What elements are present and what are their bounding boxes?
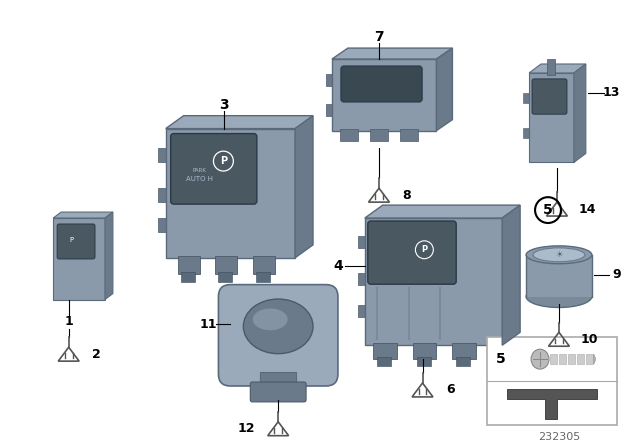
Text: 232305: 232305 xyxy=(538,432,580,442)
Bar xyxy=(377,357,390,366)
Bar xyxy=(523,93,530,103)
Polygon shape xyxy=(529,64,586,73)
FancyBboxPatch shape xyxy=(218,284,338,386)
Bar xyxy=(157,148,168,162)
FancyBboxPatch shape xyxy=(171,134,257,204)
Polygon shape xyxy=(594,354,596,364)
Text: 12: 12 xyxy=(237,422,255,435)
FancyBboxPatch shape xyxy=(250,382,306,402)
Text: P: P xyxy=(220,156,227,166)
FancyBboxPatch shape xyxy=(341,66,422,102)
Ellipse shape xyxy=(526,286,592,307)
Text: 10: 10 xyxy=(580,333,598,346)
Text: 6: 6 xyxy=(446,383,454,396)
Text: PARK: PARK xyxy=(193,168,206,172)
Text: 1: 1 xyxy=(65,315,73,328)
Bar xyxy=(332,59,436,130)
Bar xyxy=(399,129,417,141)
Text: ☀: ☀ xyxy=(556,250,563,259)
Text: 8: 8 xyxy=(403,189,411,202)
Polygon shape xyxy=(105,212,113,300)
Bar xyxy=(340,129,358,141)
Text: P: P xyxy=(421,245,428,254)
Bar xyxy=(326,104,334,116)
Bar xyxy=(358,306,367,318)
Bar xyxy=(53,218,105,300)
Text: 13: 13 xyxy=(603,86,620,99)
Bar xyxy=(256,271,270,282)
Bar xyxy=(529,73,574,162)
Bar xyxy=(586,354,593,364)
Bar xyxy=(550,354,557,364)
Text: 9: 9 xyxy=(612,268,621,281)
Polygon shape xyxy=(436,48,452,130)
Bar xyxy=(487,337,617,425)
Text: 5: 5 xyxy=(497,352,506,366)
Bar xyxy=(413,343,436,359)
Polygon shape xyxy=(502,205,520,345)
Text: 5: 5 xyxy=(543,203,553,217)
Bar xyxy=(260,372,296,390)
Ellipse shape xyxy=(253,309,287,330)
Bar xyxy=(157,218,168,232)
Bar xyxy=(372,343,397,359)
FancyBboxPatch shape xyxy=(368,221,456,284)
Text: 11: 11 xyxy=(200,318,217,331)
Bar xyxy=(326,74,334,86)
Ellipse shape xyxy=(243,299,313,353)
Bar xyxy=(166,129,295,258)
Bar xyxy=(358,273,367,284)
Polygon shape xyxy=(365,205,520,218)
Bar xyxy=(452,343,476,359)
Bar xyxy=(157,188,168,202)
Polygon shape xyxy=(53,212,113,218)
Text: 2: 2 xyxy=(92,348,101,361)
Bar xyxy=(547,59,555,75)
Polygon shape xyxy=(332,48,452,59)
FancyBboxPatch shape xyxy=(57,224,95,259)
Polygon shape xyxy=(507,389,596,419)
Polygon shape xyxy=(166,116,313,129)
FancyBboxPatch shape xyxy=(532,79,567,114)
Bar xyxy=(370,129,388,141)
Bar xyxy=(216,256,237,274)
Bar xyxy=(577,354,584,364)
Bar xyxy=(523,128,530,138)
Ellipse shape xyxy=(531,349,549,369)
Bar xyxy=(456,357,470,366)
Text: AUTO H: AUTO H xyxy=(186,176,213,181)
Bar xyxy=(417,357,431,366)
Text: 4: 4 xyxy=(333,259,343,273)
Ellipse shape xyxy=(526,246,592,264)
Polygon shape xyxy=(295,116,313,258)
Text: 7: 7 xyxy=(374,30,384,44)
Bar xyxy=(253,256,275,274)
Bar xyxy=(178,256,200,274)
Bar xyxy=(568,354,575,364)
Bar xyxy=(218,271,232,282)
Bar xyxy=(358,236,367,248)
Bar xyxy=(526,255,592,297)
Text: P: P xyxy=(69,237,74,243)
Ellipse shape xyxy=(533,248,585,262)
Text: 14: 14 xyxy=(578,202,596,215)
Bar xyxy=(365,218,502,345)
Text: 3: 3 xyxy=(219,98,228,112)
Polygon shape xyxy=(574,64,586,162)
Bar xyxy=(559,354,566,364)
Bar xyxy=(180,271,195,282)
